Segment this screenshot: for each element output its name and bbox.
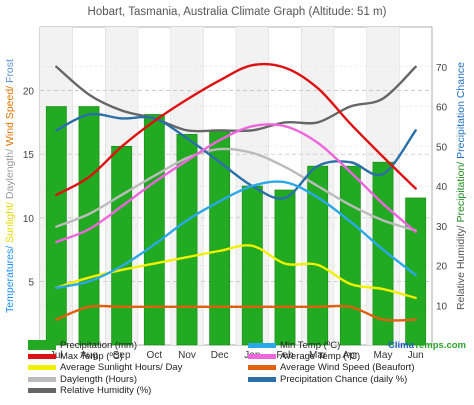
right-axis-label-part: Relative Humidity/ xyxy=(455,225,467,310)
legend-label: Relative Humidity (%) xyxy=(60,384,152,396)
legend-label: Average Sunlight Hours/ Day xyxy=(60,362,183,374)
chart-legend: Precipitation (mm) Min Temp (ºC) Max Temp … xyxy=(28,340,468,398)
chart-title: Hobart, Tasmania, Australia Climate Grap… xyxy=(88,6,387,18)
legend-label: Average Wind Speed (Beaufort) xyxy=(280,362,415,374)
line-max-temp-c xyxy=(55,62,417,197)
legend-swatch xyxy=(28,376,56,382)
x-tick-label: Aug xyxy=(80,350,98,361)
legend-swatch xyxy=(28,387,56,393)
legend-label: Average Temp (ºC) xyxy=(280,351,361,363)
precip-bar xyxy=(143,114,165,346)
precip-bar xyxy=(274,189,296,346)
brand-text-a: Clima xyxy=(388,340,414,351)
legend-swatch xyxy=(248,343,276,348)
line-average-temp-c xyxy=(55,123,417,244)
legend-label: Precipitation (mm) xyxy=(60,340,138,351)
left-tick-label: 15 xyxy=(23,150,35,161)
right-tick-label: 70 xyxy=(436,63,448,74)
left-axis-label-part: Temperatures/ xyxy=(4,246,16,313)
x-tick-label: Apr xyxy=(343,350,359,361)
precip-bar xyxy=(241,185,263,346)
legend-label: Precipitation Chance (daily %) xyxy=(280,373,408,385)
left-axis-label-part: Frost xyxy=(4,59,16,86)
legend-swatch xyxy=(28,340,56,350)
left-axis-label: Temperatures/ Sunlight/ Daylength/ Wind … xyxy=(4,59,16,313)
x-tick-label: Sep xyxy=(113,350,131,361)
x-tick-label: May xyxy=(374,350,393,361)
x-tick-label: Jun xyxy=(408,350,424,361)
precip-bar xyxy=(176,134,198,346)
brand-text-b: Temps.com xyxy=(413,340,466,351)
line-average-sunlight-hours-day xyxy=(55,244,417,300)
line-min-temp-c xyxy=(55,180,417,289)
left-tick-label: 10 xyxy=(23,214,35,225)
left-axis-label-part: Daylength/ xyxy=(4,149,16,202)
right-tick-label: 50 xyxy=(436,142,448,153)
right-tick-label: 10 xyxy=(436,301,448,312)
x-tick-label: Feb xyxy=(276,350,294,361)
precip-bar xyxy=(405,197,427,346)
x-tick-label: Oct xyxy=(147,350,163,361)
legend-label: Min Temp (ºC) xyxy=(280,340,341,351)
legend-swatch xyxy=(28,354,56,360)
right-tick-label: 30 xyxy=(436,222,448,233)
precip-bar xyxy=(111,145,133,346)
right-axis-label-part: Precipitation Chance xyxy=(455,62,467,162)
brand-label: ClimaTemps.com xyxy=(388,340,466,351)
x-tick-label: Nov xyxy=(178,350,196,361)
legend-label: Daylength (Hours) xyxy=(60,373,138,385)
line-precipitation-chance-daily xyxy=(55,112,417,200)
x-tick-label: Dec xyxy=(211,350,229,361)
line-daylength-hours xyxy=(55,147,417,232)
right-tick-label: 60 xyxy=(436,103,448,114)
left-axis-label-part: Sunlight/ xyxy=(4,202,16,246)
legend-swatch xyxy=(28,365,56,371)
right-tick-label: 20 xyxy=(436,262,448,273)
legend-swatch xyxy=(248,354,276,360)
x-tick-label: Jul xyxy=(50,350,63,361)
left-tick-label: 5 xyxy=(28,277,34,288)
precip-bar xyxy=(78,106,100,346)
left-axis-label-part: Wind Speed/ xyxy=(4,86,16,149)
legend-label: Max Temp (ºC) xyxy=(60,351,123,363)
x-tick-label: Mar xyxy=(309,350,327,361)
precip-bar xyxy=(339,165,361,346)
legend-swatch xyxy=(248,365,276,371)
legend-swatch xyxy=(248,376,276,382)
right-axis-label-part: Precipitation/ xyxy=(455,162,467,226)
right-axis-label: Relative Humidity/ Precipitation/ Precip… xyxy=(455,62,467,310)
right-tick-label: 40 xyxy=(436,182,448,193)
line-average-wind-speed-beaufort xyxy=(55,304,417,322)
left-tick-label: 20 xyxy=(23,87,35,98)
